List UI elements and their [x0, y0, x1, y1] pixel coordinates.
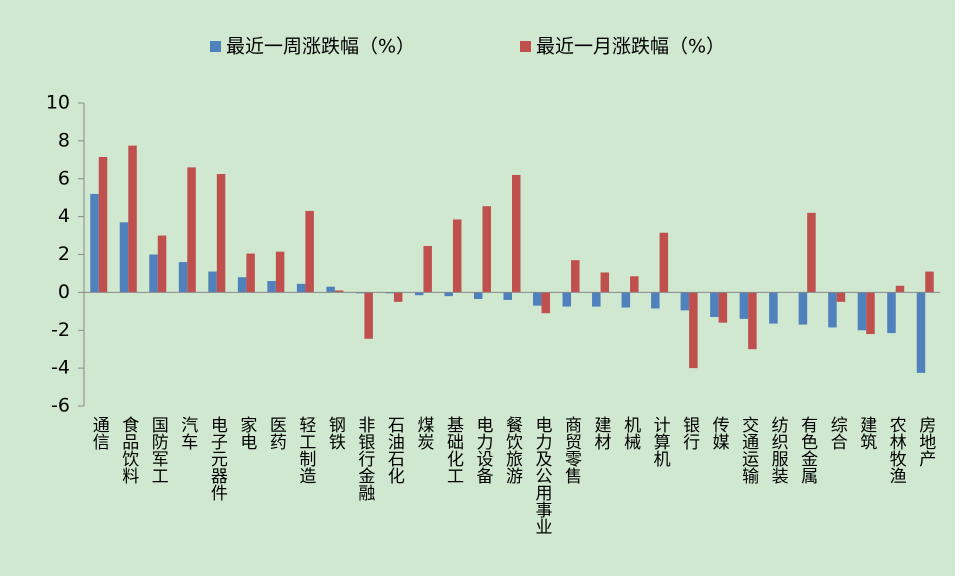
bar	[571, 260, 580, 293]
y-tick-label: 4	[58, 205, 70, 227]
bar	[916, 292, 926, 373]
bar	[651, 292, 660, 309]
x-tick-label: 纺织服装	[768, 416, 789, 484]
bar	[128, 145, 137, 293]
x-tick-label: 非银行金融	[354, 416, 375, 502]
x-tick-label: 农林牧渔	[886, 416, 907, 484]
bar	[305, 210, 314, 293]
bar	[562, 292, 572, 307]
bar	[187, 167, 196, 293]
bar	[216, 174, 226, 293]
x-tick-label: 房地产	[915, 416, 936, 467]
x-tick-label: 综合	[827, 416, 848, 450]
bar	[275, 251, 285, 293]
bar	[748, 292, 757, 350]
bar	[393, 292, 403, 302]
x-tick-label: 汽车	[177, 416, 198, 450]
bar	[866, 292, 875, 335]
bar	[925, 271, 934, 293]
bar	[178, 262, 188, 293]
x-tick-label: 计算机	[650, 416, 671, 467]
bar	[473, 292, 483, 300]
y-tick-label: 8	[58, 129, 70, 151]
bar	[452, 219, 462, 293]
y-tick-label: 0	[58, 281, 70, 303]
x-tick-label: 交通运输	[738, 416, 759, 485]
y-tick-label: -2	[51, 319, 70, 341]
bar	[718, 292, 728, 323]
x-tick-label: 基础化工	[443, 416, 464, 484]
x-tick-label: 餐饮旅游	[502, 416, 523, 484]
bar	[798, 292, 808, 325]
x-tick-label: 家电	[236, 416, 256, 450]
x-tick-label: 机械	[620, 416, 641, 450]
x-tick-label: 商贸零售	[561, 416, 582, 484]
x-tick-label: 电力及公用事业	[532, 416, 553, 535]
x-tick-label: 石油石化	[384, 416, 405, 484]
bar	[895, 285, 905, 293]
x-tick-label: 电子元器件	[207, 416, 228, 501]
bar	[630, 276, 639, 293]
bar	[157, 235, 167, 293]
x-tick-label: 建材	[591, 416, 612, 450]
bar	[621, 292, 631, 308]
x-tick-label: 电力设备	[472, 416, 493, 484]
bar	[98, 156, 108, 293]
y-tick-label: 10	[46, 92, 70, 114]
bar	[267, 281, 276, 293]
x-tick-label: 传媒	[709, 416, 730, 450]
x-tick-label: 煤炭	[413, 416, 434, 450]
y-tick-label: -4	[51, 357, 70, 379]
x-tick-label: 银行	[679, 416, 700, 451]
bar	[887, 292, 896, 334]
bar	[414, 292, 424, 296]
x-tick-label: 食品饮料	[118, 416, 139, 484]
bar	[149, 254, 158, 293]
legend-label: 最近一周涨跌幅（%）	[226, 36, 415, 58]
x-tick-label: 轻工制造	[295, 416, 316, 484]
x-tick-label: 通信	[89, 416, 110, 450]
x-tick-label: 钢铁	[325, 416, 346, 450]
bar	[334, 290, 344, 293]
bar	[600, 272, 610, 293]
bar	[512, 174, 521, 293]
x-tick-label: 建筑	[856, 416, 877, 450]
y-tick-label: 6	[58, 167, 70, 189]
bar	[208, 271, 217, 293]
legend-swatch	[210, 41, 221, 52]
legend-swatch	[520, 41, 531, 52]
bar	[237, 277, 247, 293]
bar	[482, 206, 491, 293]
bar	[769, 292, 778, 324]
bar	[90, 193, 99, 293]
bar	[119, 222, 129, 293]
bar	[423, 245, 432, 293]
bar	[659, 232, 669, 293]
bar	[444, 292, 453, 297]
bar	[828, 292, 837, 328]
bar	[246, 253, 255, 293]
bar	[533, 292, 542, 306]
x-tick-label: 有色金属	[797, 416, 818, 484]
bar	[364, 292, 373, 339]
bar	[689, 292, 698, 369]
bar	[296, 283, 306, 293]
bar	[710, 292, 719, 317]
bar	[857, 292, 867, 331]
y-tick-label: -6	[51, 395, 70, 417]
bar	[541, 292, 551, 314]
bar	[739, 292, 749, 319]
y-tick-label: 2	[58, 243, 70, 265]
bar	[807, 212, 816, 293]
legend-label: 最近一月涨跌幅（%）	[536, 36, 725, 58]
bar	[503, 292, 512, 300]
bar	[592, 292, 601, 307]
bar	[326, 286, 335, 293]
x-tick-label: 国防军工	[148, 416, 169, 484]
x-tick-label: 医药	[266, 416, 287, 451]
bar	[680, 292, 690, 311]
bar	[836, 292, 846, 302]
